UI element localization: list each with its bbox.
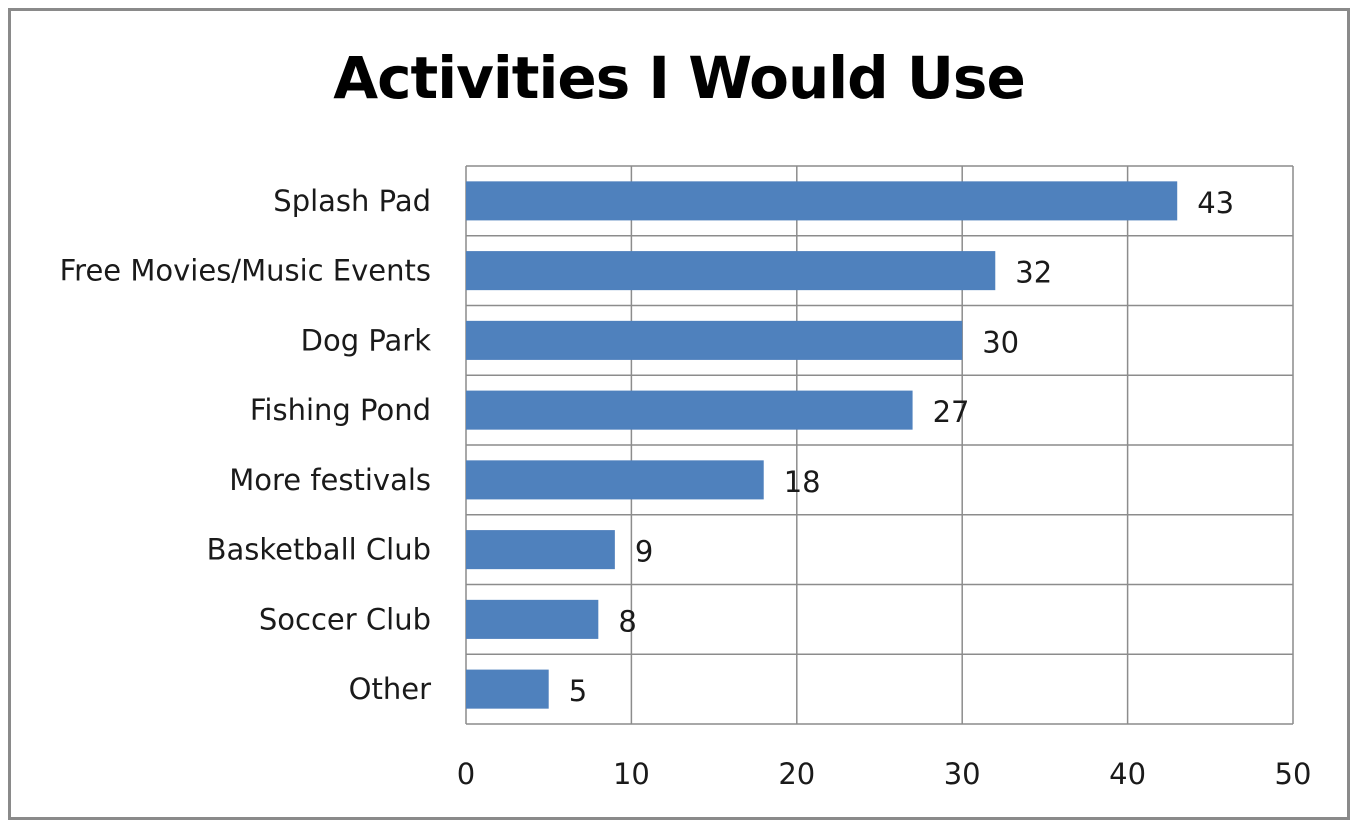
bar xyxy=(466,251,996,291)
x-tick-label: 20 xyxy=(778,757,815,791)
data-labels: 43 32 30 27 18 9 8 5 xyxy=(569,186,1234,708)
category-label: Splash Pad xyxy=(273,184,431,218)
category-label: Dog Park xyxy=(301,323,432,357)
x-tick-label: 10 xyxy=(613,757,650,791)
x-tick-labels: 0 10 20 30 40 50 xyxy=(457,757,1312,791)
data-label: 27 xyxy=(933,395,970,429)
bar xyxy=(466,390,913,430)
bar xyxy=(466,320,963,360)
category-label: Other xyxy=(349,672,431,706)
category-label: Basketball Club xyxy=(207,533,431,567)
grid-lines xyxy=(465,165,1294,725)
x-tick-label: 50 xyxy=(1275,757,1312,791)
chart-title: Activities I Would Use xyxy=(333,44,1026,112)
category-label: Free Movies/Music Events xyxy=(60,254,431,288)
data-label: 9 xyxy=(635,535,653,569)
category-label: More festivals xyxy=(229,463,431,497)
data-label: 5 xyxy=(569,674,587,708)
bars xyxy=(466,181,1178,709)
data-label: 8 xyxy=(618,604,636,638)
bar xyxy=(466,599,599,639)
category-labels: Splash Pad Free Movies/Music Events Dog Pa… xyxy=(60,184,432,706)
bar xyxy=(466,181,1178,221)
bar xyxy=(466,669,549,709)
data-label: 18 xyxy=(784,465,821,499)
category-label: Fishing Pond xyxy=(250,393,431,427)
x-tick-label: 40 xyxy=(1109,757,1146,791)
category-label: Soccer Club xyxy=(259,602,431,636)
x-tick-label: 0 xyxy=(457,757,475,791)
data-label: 30 xyxy=(982,325,1019,359)
data-label: 32 xyxy=(1015,256,1052,290)
bar xyxy=(466,460,764,500)
x-tick-label: 30 xyxy=(944,757,981,791)
data-label: 43 xyxy=(1197,186,1234,220)
bar xyxy=(466,530,615,570)
